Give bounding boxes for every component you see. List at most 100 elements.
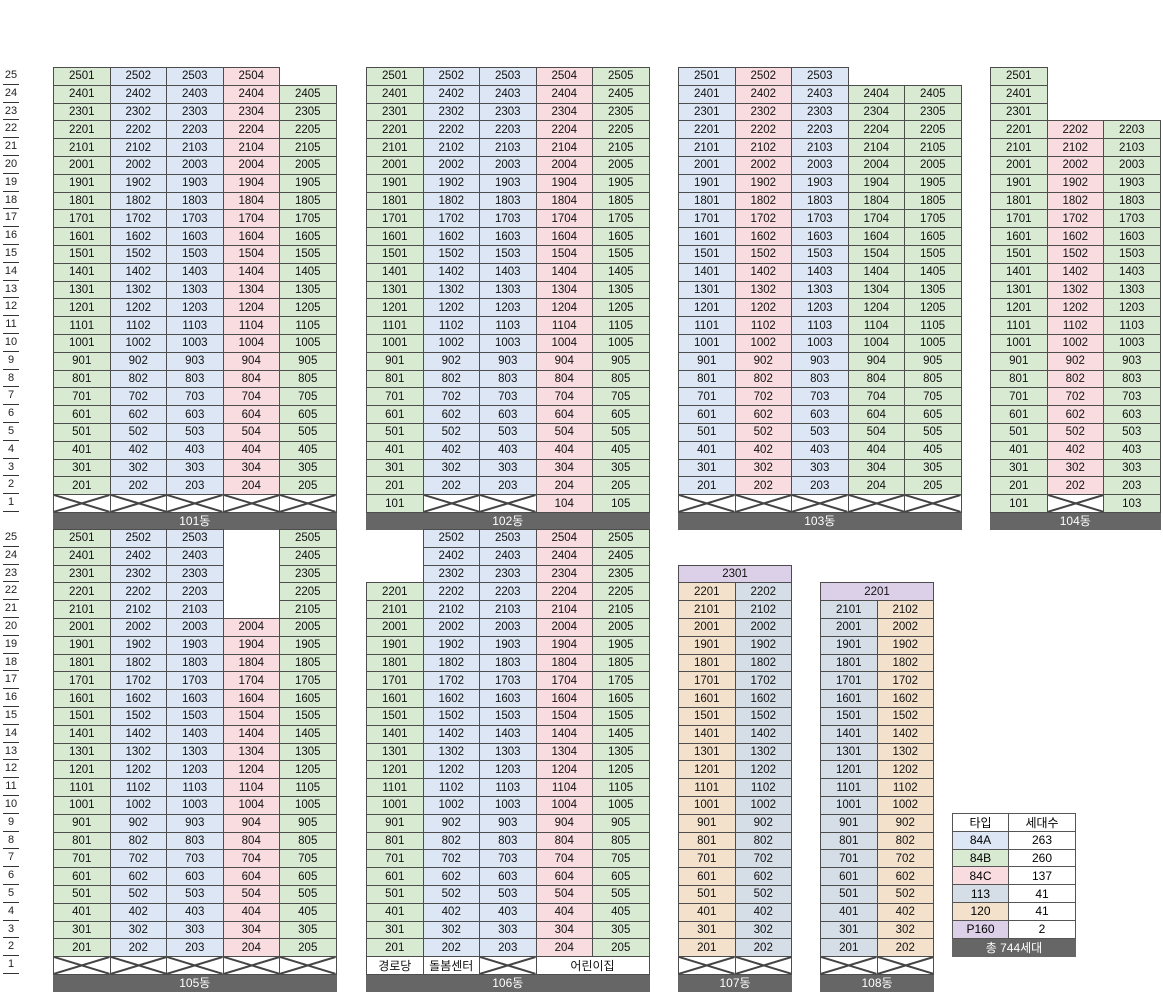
unit-cell[interactable]: 602 <box>109 867 167 886</box>
unit-cell[interactable]: 2102 <box>734 600 792 619</box>
unit-cell[interactable]: 2403 <box>166 546 224 566</box>
unit-cell[interactable]: 1705 <box>279 671 337 691</box>
unit-cell[interactable]: 804 <box>222 369 280 389</box>
unit-cell[interactable]: 1303 <box>1103 280 1161 300</box>
unit-cell[interactable]: 601 <box>53 405 111 424</box>
unit-cell[interactable]: 1103 <box>479 778 537 797</box>
unit-cell[interactable]: 1801 <box>366 191 424 211</box>
unit-cell[interactable]: 802 <box>109 831 167 851</box>
unit-cell[interactable]: 2301 <box>53 102 111 122</box>
unit-cell[interactable]: 1504 <box>847 245 905 264</box>
unit-cell[interactable]: 2303 <box>479 102 537 122</box>
unit-cell[interactable]: 1904 <box>847 173 905 193</box>
unit-cell[interactable]: 605 <box>279 405 337 424</box>
unit-cell[interactable]: 1303 <box>166 280 224 300</box>
unit-cell[interactable]: 801 <box>366 369 424 389</box>
unit-cell[interactable]: 1301 <box>678 742 736 762</box>
unit-cell[interactable]: 303 <box>1103 458 1161 478</box>
unit-cell[interactable]: 602 <box>1046 405 1104 424</box>
unit-cell[interactable]: 405 <box>279 440 337 460</box>
unit-cell[interactable]: 2102 <box>109 600 167 619</box>
unit-cell[interactable]: 602 <box>876 867 934 886</box>
unit-cell[interactable]: 1805 <box>592 191 650 211</box>
unit-cell[interactable]: 1101 <box>678 316 736 335</box>
unit-cell[interactable]: 405 <box>592 902 650 922</box>
unit-cell[interactable]: 1501 <box>678 707 736 726</box>
unit-cell[interactable]: 1502 <box>422 245 480 264</box>
unit-cell[interactable]: 704 <box>222 849 280 869</box>
unit-cell[interactable]: 2305 <box>592 564 650 584</box>
unit-cell[interactable]: 703 <box>479 849 537 869</box>
unit-cell[interactable]: 1604 <box>535 227 593 246</box>
unit-cell[interactable]: 1204 <box>847 298 905 318</box>
unit-cell[interactable]: 903 <box>791 351 849 371</box>
unit-cell[interactable]: 2101 <box>990 138 1048 157</box>
unit-cell[interactable]: 1002 <box>109 334 167 353</box>
unit-cell[interactable]: 1002 <box>734 334 792 353</box>
unit-cell[interactable]: 403 <box>166 440 224 460</box>
unit-cell[interactable]: 1802 <box>734 191 792 211</box>
unit-cell[interactable]: 701 <box>678 387 736 407</box>
unit-cell[interactable]: 2502 <box>109 529 167 548</box>
unit-cell[interactable]: 303 <box>479 458 537 478</box>
unit-cell[interactable]: 1202 <box>422 298 480 318</box>
unit-cell[interactable]: 2304 <box>535 102 593 122</box>
unit-cell[interactable]: 2202 <box>109 582 167 602</box>
unit-cell[interactable]: 1001 <box>990 334 1048 353</box>
unit-cell[interactable]: 1702 <box>1046 209 1104 229</box>
unit-cell[interactable]: 1001 <box>678 334 736 353</box>
unit-cell[interactable]: 1502 <box>734 245 792 264</box>
unit-cell[interactable]: 501 <box>678 885 736 904</box>
unit-cell[interactable]: 905 <box>279 813 337 833</box>
unit-cell[interactable]: 2103 <box>479 138 537 157</box>
unit-cell[interactable]: 1803 <box>166 191 224 211</box>
unit-cell[interactable]: 904 <box>535 813 593 833</box>
unit-cell[interactable]: 302 <box>109 920 167 940</box>
unit-cell[interactable]: 1702 <box>422 671 480 691</box>
unit-cell[interactable]: 205 <box>904 476 962 496</box>
unit-cell[interactable]: 2502 <box>109 67 167 86</box>
unit-cell[interactable]: 1602 <box>422 689 480 708</box>
unit-cell[interactable]: 1302 <box>422 280 480 300</box>
unit-cell[interactable]: 1501 <box>53 707 111 726</box>
unit-cell[interactable]: 1201 <box>678 298 736 318</box>
unit-cell[interactable]: 402 <box>422 440 480 460</box>
unit-cell[interactable]: 2001 <box>366 618 424 637</box>
unit-cell[interactable]: 1801 <box>366 653 424 673</box>
unit-cell[interactable]: 304 <box>847 458 905 478</box>
unit-cell[interactable]: 2104 <box>222 138 280 157</box>
unit-cell[interactable]: 703 <box>166 849 224 869</box>
unit-cell[interactable]: 2002 <box>109 618 167 637</box>
unit-cell[interactable]: 503 <box>166 423 224 442</box>
unit-cell[interactable]: 501 <box>990 423 1048 442</box>
unit-cell[interactable]: 2302 <box>109 102 167 122</box>
unit-cell[interactable]: 702 <box>422 849 480 869</box>
unit-cell[interactable]: 1503 <box>479 707 537 726</box>
unit-cell[interactable]: 1401 <box>990 262 1048 282</box>
unit-cell[interactable]: 801 <box>820 831 878 851</box>
unit-cell[interactable]: 2102 <box>422 138 480 157</box>
unit-cell[interactable]: 2505 <box>592 67 650 86</box>
unit-cell[interactable]: 1001 <box>678 796 736 815</box>
unit-cell[interactable]: 1701 <box>678 671 736 691</box>
unit-cell[interactable]: 1405 <box>592 724 650 744</box>
unit-cell[interactable]: 202 <box>109 938 167 958</box>
unit-cell[interactable]: 1102 <box>734 316 792 335</box>
unit-cell[interactable]: 202 <box>876 938 934 958</box>
unit-cell[interactable]: 2002 <box>109 156 167 175</box>
unit-cell[interactable]: 1102 <box>734 778 792 797</box>
unit-cell[interactable]: 1701 <box>53 209 111 229</box>
unit-cell[interactable]: 1404 <box>847 262 905 282</box>
unit-cell[interactable]: 702 <box>109 849 167 869</box>
unit-cell[interactable]: 1502 <box>1046 245 1104 264</box>
unit-cell[interactable]: 1704 <box>222 209 280 229</box>
unit-cell[interactable]: 802 <box>734 831 792 851</box>
unit-cell[interactable]: 1901 <box>678 173 736 193</box>
unit-cell[interactable]: 1605 <box>904 227 962 246</box>
unit-cell[interactable]: 1402 <box>1046 262 1104 282</box>
unit-cell[interactable]: 1804 <box>535 191 593 211</box>
unit-cell[interactable]: 403 <box>791 440 849 460</box>
unit-cell[interactable]: 1603 <box>479 227 537 246</box>
unit-cell[interactable]: 1305 <box>592 280 650 300</box>
unit-cell[interactable]: 1404 <box>222 724 280 744</box>
